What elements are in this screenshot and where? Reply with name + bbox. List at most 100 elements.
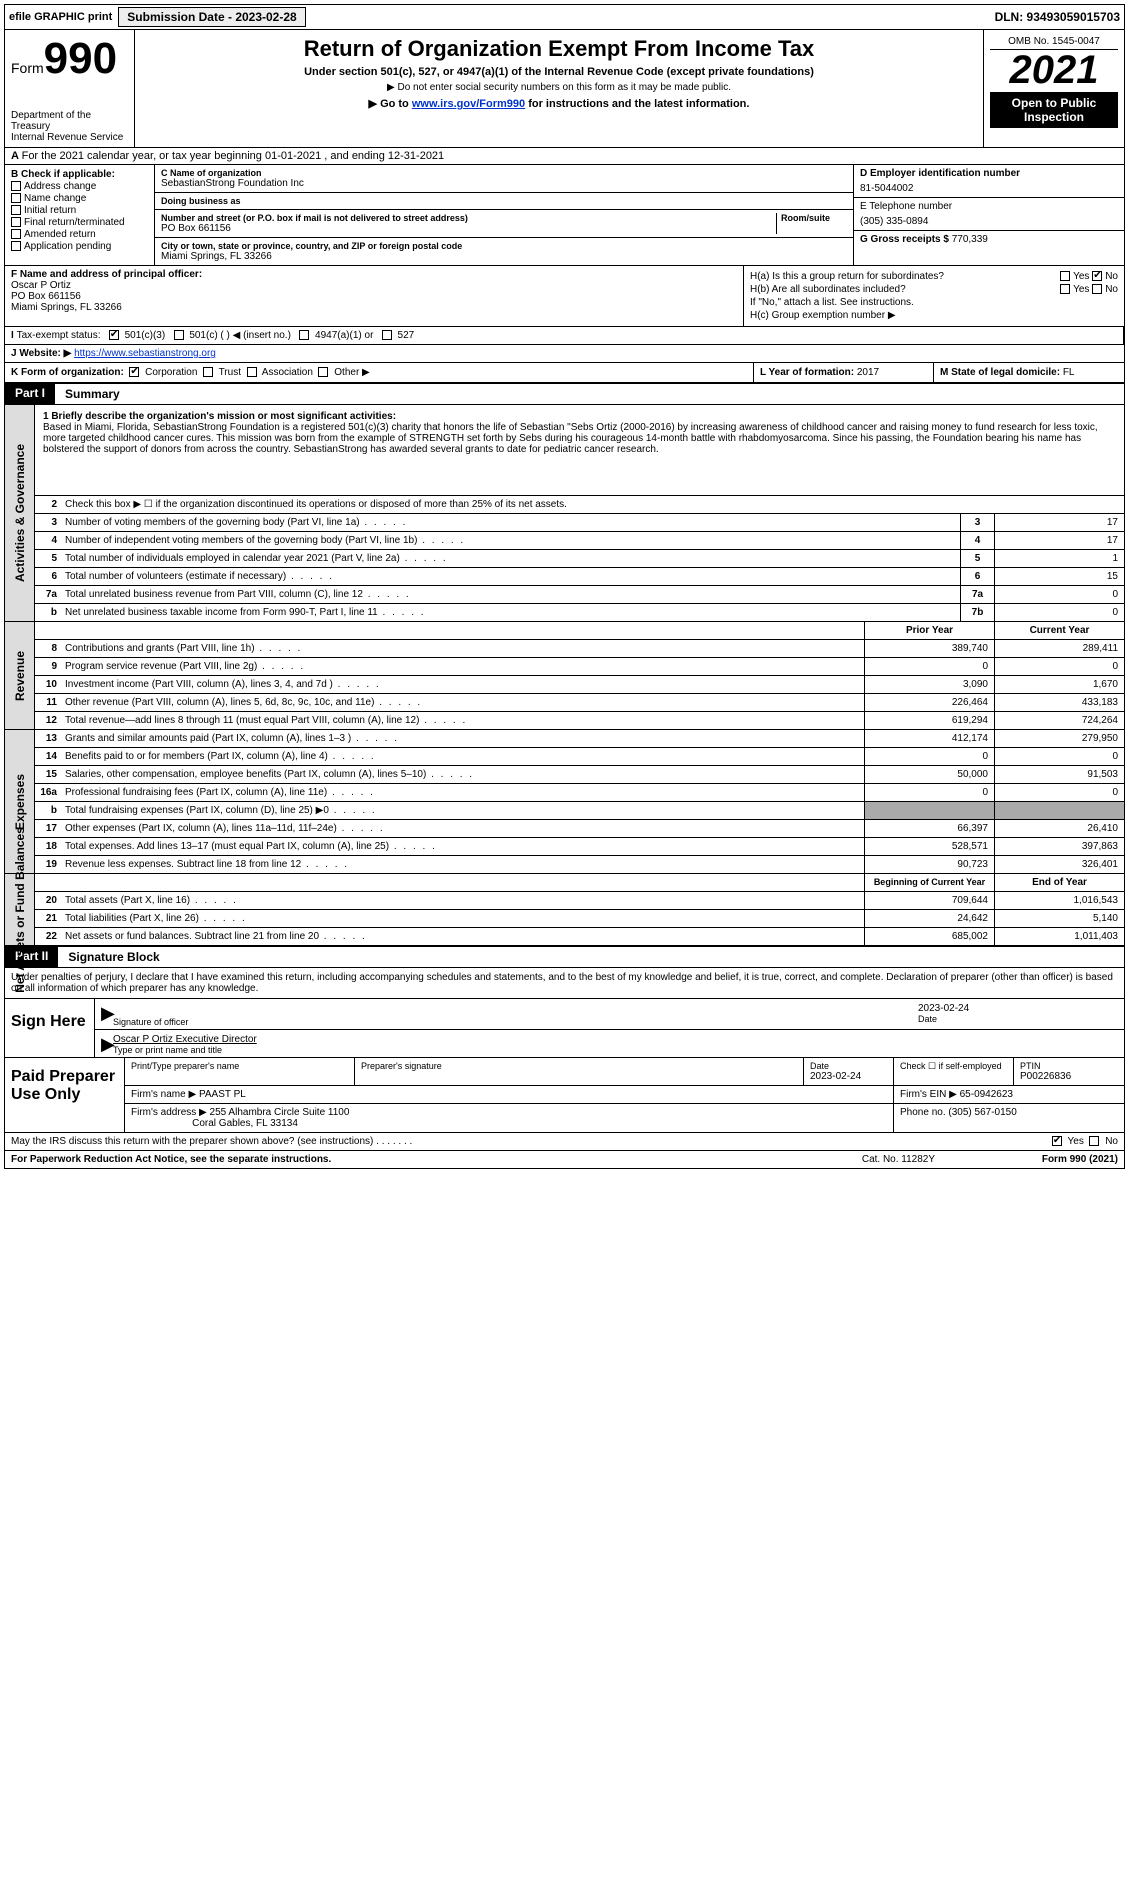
tel-label: E Telephone number <box>860 201 1118 212</box>
hb-label: H(b) Are all subordinates included? <box>750 284 906 295</box>
discuss-label: May the IRS discuss this return with the… <box>11 1136 373 1147</box>
part2-title: Signature Block <box>58 946 1124 967</box>
line-text: Grants and similar amounts paid (Part IX… <box>61 730 864 747</box>
dba-label: Doing business as <box>161 196 847 206</box>
chk-4947[interactable] <box>299 330 309 340</box>
lbl-name-change: Name change <box>24 193 86 204</box>
line-value: 17 <box>994 514 1124 531</box>
chk-501c[interactable] <box>174 330 184 340</box>
form-title: Return of Organization Exempt From Incom… <box>141 36 977 62</box>
chk-501c3[interactable] <box>109 330 119 340</box>
efile-label: efile GRAPHIC print <box>9 11 112 23</box>
line-text: Contributions and grants (Part VIII, lin… <box>61 640 864 657</box>
vtab-rev: Revenue <box>5 622 35 729</box>
prior-value: 0 <box>864 784 994 801</box>
line-text: Benefits paid to or for members (Part IX… <box>61 748 864 765</box>
line-box: 4 <box>960 532 994 549</box>
discuss-row: May the IRS discuss this return with the… <box>5 1133 1124 1151</box>
vtab-exp-label: Expenses <box>13 773 27 829</box>
chk-trust[interactable] <box>203 367 213 377</box>
hb-yes: Yes <box>1073 284 1089 295</box>
line-value: 0 <box>994 604 1124 621</box>
prior-value: 685,002 <box>864 928 994 945</box>
line-num: 12 <box>35 712 61 729</box>
form-num: 990 <box>44 34 117 83</box>
gross-label: G Gross receipts $ <box>860 234 949 245</box>
na-section: Net Assets or Fund Balances Beginning of… <box>5 874 1124 946</box>
prior-value: 0 <box>864 748 994 765</box>
officer-name-label: Type or print name and title <box>113 1045 1118 1055</box>
chk-527[interactable] <box>382 330 392 340</box>
lbl-amended: Amended return <box>24 229 96 240</box>
sub3-pre: ▶ Go to <box>369 98 412 110</box>
chk-discuss-no[interactable] <box>1089 1136 1099 1146</box>
line-text: Professional fundraising fees (Part IX, … <box>61 784 864 801</box>
irs-link[interactable]: www.irs.gov/Form990 <box>412 98 525 110</box>
prep-date-value: 2023-02-24 <box>810 1071 887 1082</box>
title-box: Return of Organization Exempt From Incom… <box>135 30 984 147</box>
section-b-to-g: B Check if applicable: Address change Na… <box>5 165 1124 266</box>
chk-other[interactable] <box>318 367 328 377</box>
data-row: 9 Program service revenue (Part VIII, li… <box>35 658 1124 676</box>
prior-value: 528,571 <box>864 838 994 855</box>
firm-ein-label: Firm's EIN ▶ <box>900 1089 957 1100</box>
chk-discuss-yes[interactable] <box>1052 1136 1062 1146</box>
chk-ha-yes[interactable] <box>1060 271 1070 281</box>
gov-row: 3 Number of voting members of the govern… <box>35 514 1124 532</box>
open-inspection: Open to Public Inspection <box>990 92 1118 128</box>
line-text: Revenue less expenses. Subtract line 18 … <box>61 856 864 873</box>
line-num: 11 <box>35 694 61 711</box>
pra-notice: For Paperwork Reduction Act Notice, see … <box>11 1154 862 1165</box>
data-row: 14 Benefits paid to or for members (Part… <box>35 748 1124 766</box>
line-text: Total revenue—add lines 8 through 11 (mu… <box>61 712 864 729</box>
ein-value: 81-5044002 <box>860 183 1118 194</box>
current-value: 1,670 <box>994 676 1124 693</box>
prep-self-emp: Check ☐ if self-employed <box>900 1061 1007 1072</box>
prior-value: 389,740 <box>864 640 994 657</box>
chk-hb-yes[interactable] <box>1060 284 1070 294</box>
line-num: 3 <box>35 514 61 531</box>
chk-assoc[interactable] <box>247 367 257 377</box>
form-sub1: Under section 501(c), 527, or 4947(a)(1)… <box>141 66 977 78</box>
line-value: 17 <box>994 532 1124 549</box>
prior-value: 709,644 <box>864 892 994 909</box>
current-value: 26,410 <box>994 820 1124 837</box>
col-c-org-info: C Name of organization SebastianStrong F… <box>155 165 854 265</box>
officer-city: Miami Springs, FL 33266 <box>11 302 737 313</box>
cat-no: Cat. No. 11282Y <box>862 1154 1042 1165</box>
city-value: Miami Springs, FL 33266 <box>161 251 847 262</box>
chk-name-change[interactable] <box>11 193 21 203</box>
discuss-no: No <box>1105 1136 1118 1147</box>
chk-hb-no[interactable] <box>1092 284 1102 294</box>
line-num: 13 <box>35 730 61 747</box>
vtab-gov: Activities & Governance <box>5 405 35 621</box>
form-org-label: K Form of organization: <box>11 367 124 378</box>
prior-value: 0 <box>864 658 994 675</box>
line-num: 18 <box>35 838 61 855</box>
prior-value: 24,642 <box>864 910 994 927</box>
chk-initial-return[interactable] <box>11 205 21 215</box>
form-ref: Form 990 (2021) <box>1042 1154 1118 1165</box>
year-box: OMB No. 1545-0047 2021 Open to Public In… <box>984 30 1124 147</box>
gov-row: 7a Total unrelated business revenue from… <box>35 586 1124 604</box>
submission-date-button[interactable]: Submission Date - 2023-02-28 <box>118 7 305 27</box>
room-label: Room/suite <box>781 213 847 223</box>
line-num: 8 <box>35 640 61 657</box>
chk-address-change[interactable] <box>11 181 21 191</box>
mission-row: 1 Briefly describe the organization's mi… <box>35 405 1124 496</box>
website-link[interactable]: https://www.sebastianstrong.org <box>74 348 216 359</box>
chk-amended[interactable] <box>11 229 21 239</box>
chk-final-return[interactable] <box>11 217 21 227</box>
current-value: 1,011,403 <box>994 928 1124 945</box>
line-num: 21 <box>35 910 61 927</box>
chk-application-pending[interactable] <box>11 241 21 251</box>
chk-ha-no[interactable] <box>1092 271 1102 281</box>
current-value: 1,016,543 <box>994 892 1124 909</box>
chk-corp[interactable] <box>129 367 139 377</box>
firm-addr2: Coral Gables, FL 33134 <box>192 1118 298 1129</box>
line-num: b <box>35 802 61 819</box>
opt-corp: Corporation <box>145 367 197 378</box>
form-word: Form <box>11 60 44 76</box>
line-text: Total liabilities (Part X, line 26) <box>61 910 864 927</box>
col-d-ein-tel: D Employer identification number 81-5044… <box>854 165 1124 265</box>
